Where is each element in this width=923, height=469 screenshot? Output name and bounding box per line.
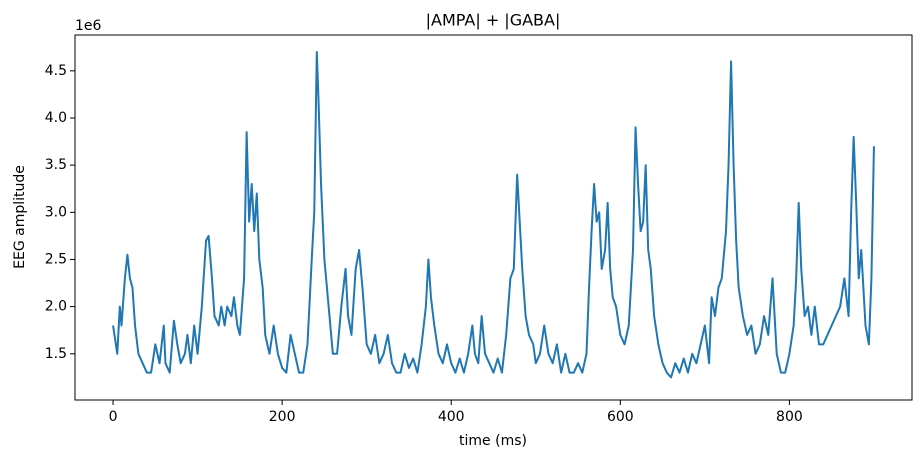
x-tick-label: 600	[607, 409, 634, 425]
y-axis-label: EEG amplitude	[12, 165, 28, 269]
y-tick-label: 4.0	[45, 110, 67, 126]
y-tick-label: 2.5	[45, 251, 67, 267]
y-offset-label: 1e6	[75, 18, 102, 34]
chart-title: |AMPA| + |GABA|	[426, 11, 561, 30]
x-tick-label: 200	[269, 409, 296, 425]
x-tick-label: 400	[438, 409, 465, 425]
y-tick-label: 3.5	[45, 157, 67, 173]
y-tick-label: 3.0	[45, 204, 67, 220]
x-axis-label: time (ms)	[459, 433, 527, 449]
y-tick-label: 4.5	[45, 63, 67, 79]
y-tick-label: 1.5	[45, 346, 67, 362]
x-tick-label: 0	[109, 409, 118, 425]
y-tick-label: 2.0	[45, 299, 67, 315]
data-line	[112, 50, 875, 379]
x-tick-label: 800	[776, 409, 803, 425]
plot-frame	[74, 34, 913, 401]
